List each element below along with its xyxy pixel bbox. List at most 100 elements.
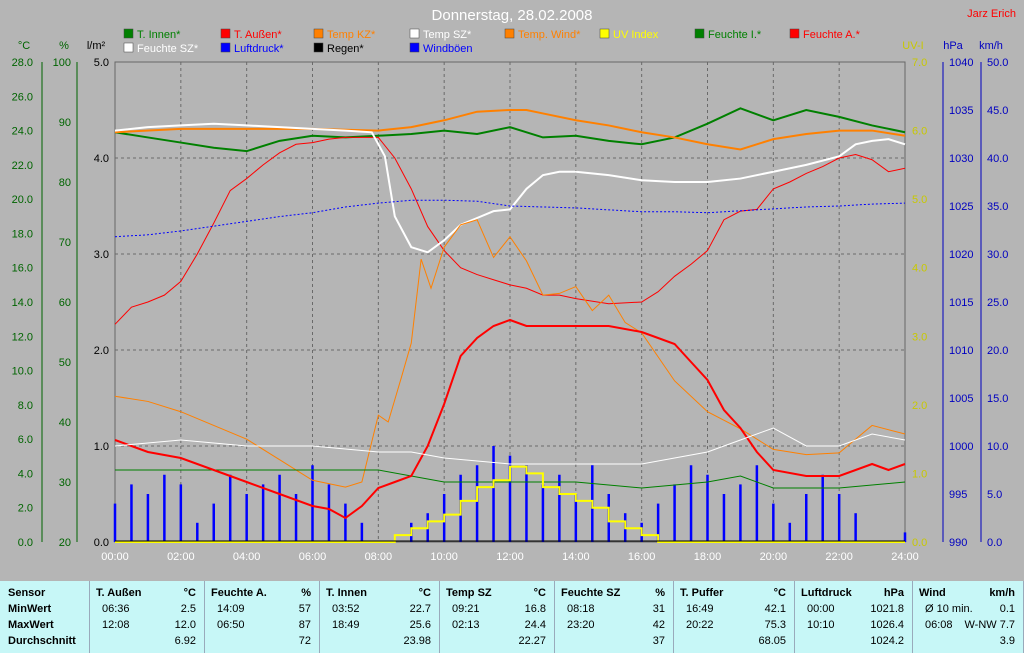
axis-unit-press: hPa xyxy=(943,40,963,52)
stats-sensor-name: Feuchte A. xyxy=(211,587,267,599)
stats-panel: Sensor MinWert MaxWert Durchschnitt T. A… xyxy=(0,581,1024,653)
stats-max-value: 87 xyxy=(298,619,311,631)
stats-sensor-name: Feuchte SZ xyxy=(561,587,621,599)
axis-tick-press: 1000 xyxy=(949,441,973,453)
axis-tick-temp: 20.0 xyxy=(12,194,33,206)
axis-tick-wind: 30.0 xyxy=(987,249,1008,261)
axis-tick-rain: 4.0 xyxy=(94,153,109,165)
stats-min-value: 42.1 xyxy=(764,603,786,615)
stats-max-value: 42 xyxy=(652,619,665,631)
stats-sensor-name: Wind xyxy=(919,587,946,599)
stats-min-value: 31 xyxy=(652,603,665,615)
legend-item: Temp SZ* xyxy=(423,29,472,41)
stats-column: Temp SZ °C 09:21 16.8 02:13 24.4 22.27 xyxy=(440,581,555,653)
axis-tick-wind: 20.0 xyxy=(987,345,1008,357)
legend-item: Feuchte A.* xyxy=(803,29,861,41)
axis-tick-temp: 28.0 xyxy=(12,57,33,69)
stats-min-time: 16:49 xyxy=(686,603,714,615)
axis-tick-temp: 22.0 xyxy=(12,160,33,172)
axis-tick-temp: 16.0 xyxy=(12,263,33,275)
axis-tick-press: 1010 xyxy=(949,345,973,357)
legend-swatch xyxy=(694,28,705,39)
axis-tick-press: 1030 xyxy=(949,153,973,165)
stats-column: Feuchte SZ% 08:18 31 23:20 42 37 xyxy=(555,581,674,653)
axis-tick-uv: 3.0 xyxy=(912,331,927,343)
stats-avg-value: 72 xyxy=(298,635,311,647)
legend-swatch xyxy=(409,42,420,53)
axis-tick-uv: 2.0 xyxy=(912,400,927,412)
series-line xyxy=(114,199,906,238)
axis-tick-press: 1035 xyxy=(949,105,973,117)
stats-label-avg: Durchschnitt xyxy=(8,635,76,647)
axis-tick-press: 990 xyxy=(949,537,967,549)
legend-item: Luftdruck* xyxy=(234,43,284,55)
axis-unit-wind: km/h xyxy=(979,40,1003,52)
stats-column: Luftdruck hPa 00:00 1021.8 10:10 1026.4 1024.2 xyxy=(795,581,913,653)
stats-min-time: 09:21 xyxy=(452,603,480,615)
stats-column: Wind km/h Ø 10 min. 0.1 06:08 W-NW 7.7 3.9 xyxy=(913,581,1024,653)
stats-unit: % xyxy=(655,587,665,599)
stats-max-time: 06:50 xyxy=(217,619,245,631)
axis-tick-press: 1020 xyxy=(949,249,973,261)
stats-min-time: Ø 10 min. xyxy=(925,603,973,615)
legend-swatch xyxy=(313,28,324,39)
axis-tick-press: 1005 xyxy=(949,393,973,405)
stats-sensor-name: T. Innen xyxy=(326,587,367,599)
axis-tick-hum: 90 xyxy=(59,117,71,129)
legend-item: Feuchte I.* xyxy=(708,29,762,41)
stats-avg-value: 68.05 xyxy=(758,635,786,647)
stats-min-value: 2.5 xyxy=(180,603,196,615)
axis-tick-hum: 20 xyxy=(59,537,71,549)
series-line xyxy=(115,465,905,543)
stats-column: T. Außen °C 06:36 2.5 12:08 12.0 6.92 xyxy=(90,581,205,653)
axis-tick-rain: 2.0 xyxy=(94,345,109,357)
stats-unit: °C xyxy=(183,587,196,599)
stats-min-time: 08:18 xyxy=(567,603,595,615)
axis-tick-hum: 70 xyxy=(59,237,71,249)
x-tick-label: 18:00 xyxy=(694,551,722,563)
stats-min-value: 22.7 xyxy=(409,603,431,615)
stats-label-sensor: Sensor xyxy=(8,587,46,599)
axis-tick-wind: 0.0 xyxy=(987,537,1002,549)
stats-avg-value: 1024.2 xyxy=(870,635,904,647)
axis-tick-uv: 7.0 xyxy=(912,57,927,69)
legend-swatch xyxy=(409,28,420,39)
legend-item: Regen* xyxy=(327,43,364,55)
stats-unit: °C xyxy=(418,587,431,599)
axis-tick-rain: 1.0 xyxy=(94,441,109,453)
legend-swatch xyxy=(313,42,324,53)
stats-min-value: 0.1 xyxy=(999,603,1015,615)
x-tick-label: 00:00 xyxy=(101,551,129,563)
axis-tick-hum: 80 xyxy=(59,177,71,189)
legend-swatch xyxy=(789,28,800,39)
stats-sensor-name: Luftdruck xyxy=(801,587,852,599)
stats-sensor-name: Temp SZ xyxy=(446,587,492,599)
axis-tick-uv: 0.0 xyxy=(912,537,927,549)
stats-unit: °C xyxy=(533,587,546,599)
legend-swatch xyxy=(220,42,231,53)
stats-sensor-name: T. Puffer xyxy=(680,587,724,599)
axis-tick-temp: 8.0 xyxy=(18,400,33,412)
axis-tick-press: 995 xyxy=(949,489,967,501)
stats-unit: % xyxy=(301,587,311,599)
stats-column: T. Puffer °C 16:49 42.1 20:22 75.3 68.05 xyxy=(674,581,795,653)
stats-max-value: 24.4 xyxy=(524,619,546,631)
stats-max-value: 25.6 xyxy=(409,619,431,631)
chart-area: Donnerstag, 28.02.2008 Jarz Erich T. Innen… xyxy=(0,0,1024,581)
stats-min-time: 03:52 xyxy=(332,603,360,615)
stats-sensor-name: T. Außen xyxy=(96,587,142,599)
axis-unit-temp: °C xyxy=(18,40,30,52)
chart-credit: Jarz Erich xyxy=(967,8,1016,20)
stats-label-max: MaxWert xyxy=(8,619,54,631)
axis-tick-wind: 5.0 xyxy=(987,489,1002,501)
axis-tick-temp: 0.0 xyxy=(18,537,33,549)
stats-max-time: 02:13 xyxy=(452,619,480,631)
axis-tick-hum: 60 xyxy=(59,297,71,309)
x-tick-label: 24:00 xyxy=(891,551,919,563)
legend-swatch xyxy=(123,28,134,39)
axis-tick-temp: 10.0 xyxy=(12,366,33,378)
chart-title: Donnerstag, 28.02.2008 xyxy=(432,7,593,24)
legend-item: T. Außen* xyxy=(234,29,282,41)
stats-max-time: 18:49 xyxy=(332,619,360,631)
axis-tick-temp: 12.0 xyxy=(12,331,33,343)
